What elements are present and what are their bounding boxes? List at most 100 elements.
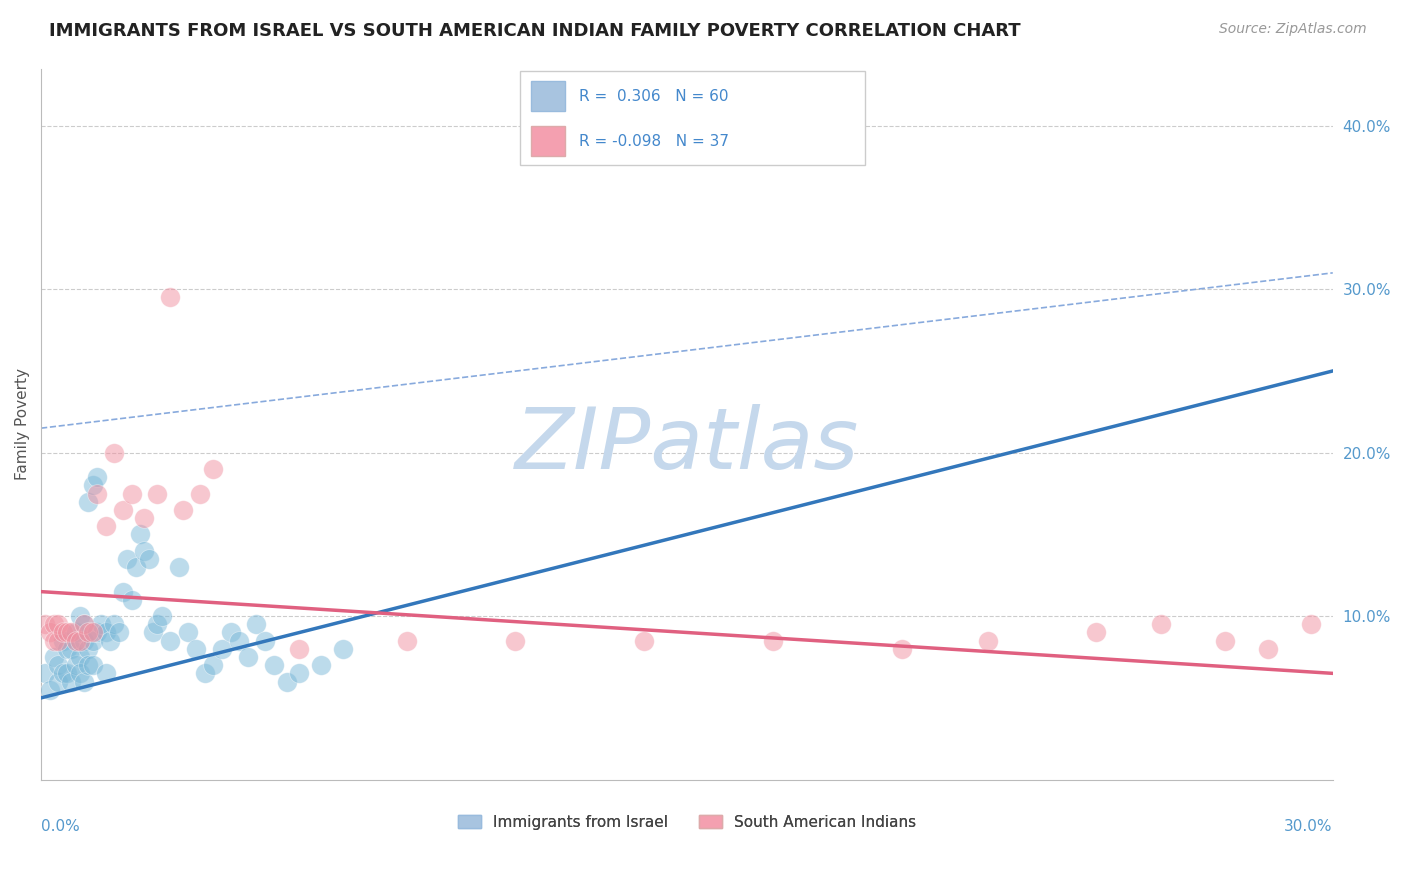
Point — [46, 633, 69, 648]
Point — [34, 666, 56, 681]
Point — [60, 625, 83, 640]
Text: ZIPatlas: ZIPatlas — [515, 404, 859, 487]
Point — [73, 617, 96, 632]
Point — [65, 633, 87, 648]
Point — [42, 650, 65, 665]
Point — [176, 625, 198, 640]
Point — [60, 674, 83, 689]
Point — [332, 641, 354, 656]
Point — [172, 503, 194, 517]
Point — [503, 633, 526, 648]
Point — [633, 633, 655, 648]
Point — [65, 658, 87, 673]
Point — [159, 290, 181, 304]
Point — [42, 617, 65, 632]
Point — [77, 625, 100, 640]
Point — [1257, 641, 1279, 656]
Point — [288, 666, 311, 681]
Point — [65, 625, 87, 640]
Point — [150, 609, 173, 624]
Point — [236, 650, 259, 665]
Point — [86, 470, 108, 484]
Point — [111, 503, 134, 517]
Point — [94, 625, 117, 640]
Point — [82, 625, 104, 640]
Point — [107, 625, 129, 640]
Text: 0.0%: 0.0% — [41, 819, 80, 834]
Point — [86, 625, 108, 640]
Text: 30.0%: 30.0% — [1284, 819, 1333, 834]
Legend: Immigrants from Israel, South American Indians: Immigrants from Israel, South American I… — [451, 809, 922, 836]
Point — [69, 666, 91, 681]
Point — [60, 641, 83, 656]
Point — [103, 445, 125, 459]
Point — [69, 609, 91, 624]
Point — [228, 633, 250, 648]
Point — [56, 641, 79, 656]
Point — [77, 658, 100, 673]
Point — [121, 486, 143, 500]
Point — [82, 633, 104, 648]
Point — [46, 617, 69, 632]
Point — [184, 641, 207, 656]
Point — [46, 658, 69, 673]
Point — [90, 617, 112, 632]
Text: R =  0.306   N = 60: R = 0.306 N = 60 — [579, 89, 728, 104]
Point — [977, 633, 1000, 648]
Point — [167, 560, 190, 574]
Point — [276, 674, 298, 689]
Point — [56, 625, 79, 640]
Point — [202, 658, 225, 673]
Point — [46, 674, 69, 689]
Point — [125, 560, 148, 574]
Point — [138, 552, 160, 566]
Point — [52, 625, 75, 640]
Point — [98, 633, 121, 648]
Point — [73, 617, 96, 632]
Point — [202, 462, 225, 476]
Point — [52, 633, 75, 648]
Point — [52, 666, 75, 681]
Point — [77, 641, 100, 656]
Point — [146, 617, 169, 632]
Point — [94, 519, 117, 533]
Point — [94, 666, 117, 681]
Point — [134, 511, 156, 525]
Point — [77, 494, 100, 508]
Point — [103, 617, 125, 632]
FancyBboxPatch shape — [520, 71, 865, 165]
Point — [194, 666, 217, 681]
Point — [86, 486, 108, 500]
Point — [129, 527, 152, 541]
FancyBboxPatch shape — [530, 81, 565, 111]
Point — [1213, 633, 1236, 648]
Point — [253, 633, 276, 648]
Point — [69, 633, 91, 648]
Point — [762, 633, 785, 648]
Point — [38, 625, 60, 640]
Point — [190, 486, 212, 500]
Point — [159, 633, 181, 648]
Text: R = -0.098   N = 37: R = -0.098 N = 37 — [579, 134, 728, 149]
Point — [219, 625, 242, 640]
Point — [1301, 617, 1323, 632]
Point — [263, 658, 285, 673]
Point — [1149, 617, 1171, 632]
Point — [211, 641, 233, 656]
Y-axis label: Family Poverty: Family Poverty — [15, 368, 30, 480]
Point — [142, 625, 165, 640]
Point — [111, 584, 134, 599]
Point — [396, 633, 419, 648]
Point — [73, 674, 96, 689]
Point — [115, 552, 138, 566]
Point — [82, 658, 104, 673]
Point — [288, 641, 311, 656]
Point — [134, 543, 156, 558]
Text: Source: ZipAtlas.com: Source: ZipAtlas.com — [1219, 22, 1367, 37]
Point — [891, 641, 914, 656]
FancyBboxPatch shape — [530, 126, 565, 156]
Point — [73, 633, 96, 648]
Point — [121, 592, 143, 607]
Point — [1084, 625, 1107, 640]
Point — [82, 478, 104, 492]
